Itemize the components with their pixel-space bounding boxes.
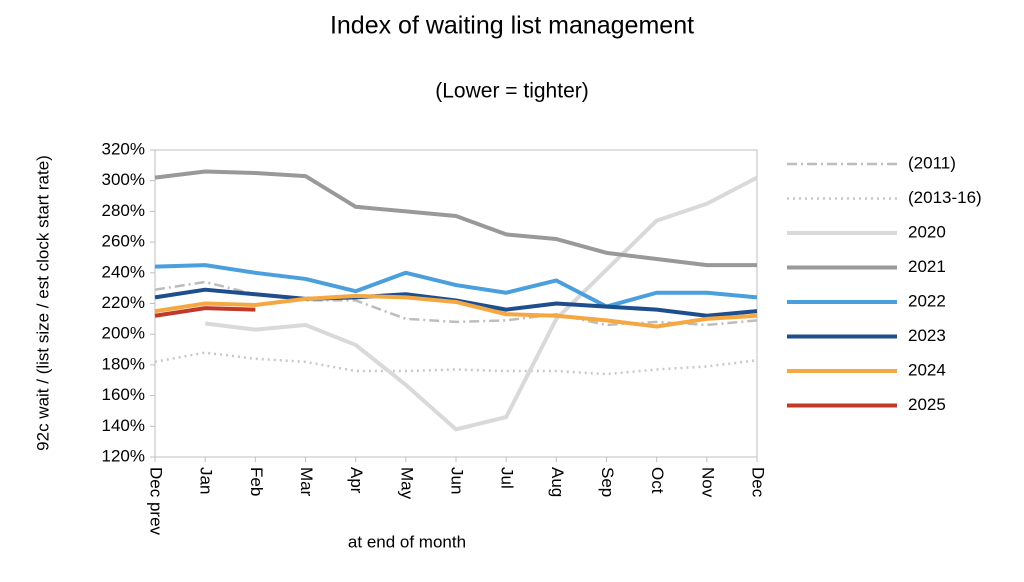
x-tick-label: Feb <box>247 467 266 496</box>
legend-label: (2011) <box>908 153 956 172</box>
x-axis-label: at end of month <box>348 532 466 551</box>
y-axis-label: 92c wait / (list size / est clock start … <box>33 155 52 451</box>
x-tick-label: Jun <box>448 467 467 494</box>
y-tick-label: 220% <box>102 293 145 312</box>
series-line <box>154 306 256 318</box>
chart-title: Index of waiting list management <box>330 12 694 40</box>
x-tick-label: Dec <box>749 467 768 498</box>
y-tick-label: 140% <box>102 416 145 435</box>
x-tick-label: Dec prev <box>147 467 166 536</box>
legend-label: 2025 <box>908 395 946 414</box>
x-tick-label: May <box>397 467 416 500</box>
y-tick-label: 160% <box>102 385 145 404</box>
legend-label: 2023 <box>908 326 946 345</box>
y-tick-label: 260% <box>102 232 145 251</box>
x-tick-label: Oct <box>648 467 667 494</box>
y-tick-label: 320% <box>102 139 145 158</box>
x-tick-label: Aug <box>548 467 567 497</box>
series-line <box>154 293 758 329</box>
legend-label: 2022 <box>908 291 946 310</box>
chart-subtitle: (Lower = tighter) <box>435 80 588 103</box>
x-tick-label: Nov <box>698 467 717 498</box>
series-line <box>154 169 757 268</box>
y-tick-label: 120% <box>102 446 145 465</box>
x-tick-label: Jan <box>197 467 216 494</box>
x-tick-label: Mar <box>297 467 316 497</box>
y-tick-label: 280% <box>102 201 145 220</box>
series-line <box>204 175 758 432</box>
y-tick-label: 300% <box>102 170 145 189</box>
y-tick-label: 180% <box>102 354 145 373</box>
series-line <box>154 351 758 376</box>
x-tick-label: Apr <box>347 467 366 494</box>
legend-label: 2020 <box>908 222 946 241</box>
legend-label: (2013-16) <box>908 188 982 207</box>
x-tick-label: Jul <box>498 467 517 489</box>
series-line <box>154 263 758 309</box>
legend-label: 2024 <box>908 360 946 379</box>
x-tick-label: Sep <box>598 467 617 497</box>
legend-label: 2021 <box>908 257 946 276</box>
y-tick-label: 240% <box>102 262 145 281</box>
y-tick-label: 200% <box>102 324 145 343</box>
